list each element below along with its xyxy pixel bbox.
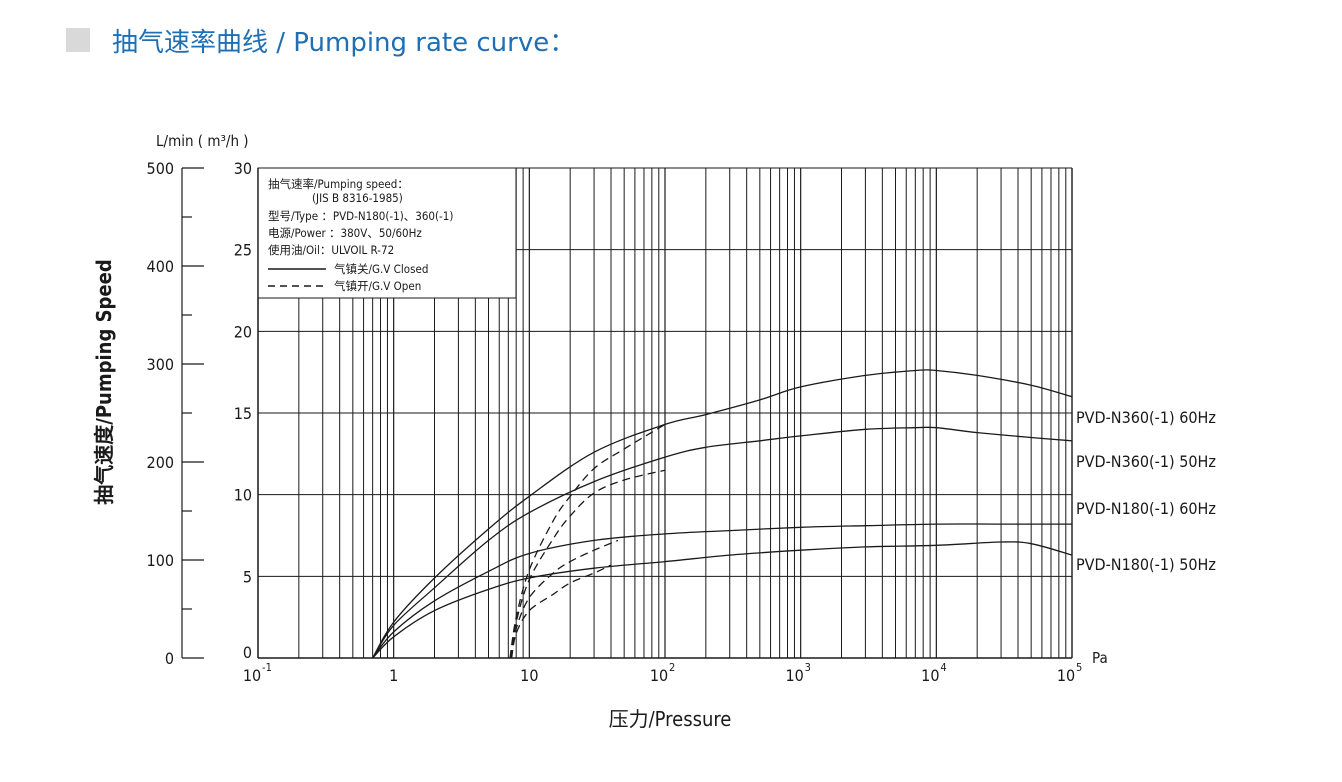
x-tick-base: 10: [921, 666, 939, 685]
legend-line-oil: 使用油/Oil：ULVOIL R-72: [268, 243, 394, 257]
x-tick-exponent: 3: [805, 661, 811, 674]
x-tick-base: 1: [389, 666, 398, 685]
m3h-tick-label: 30: [234, 159, 252, 178]
gas-ballast-open-curve: [510, 469, 666, 659]
x-tick-label: 10 3: [786, 661, 811, 685]
gas-ballast-open-curve: [510, 539, 619, 659]
x-tick-base: 10: [1057, 666, 1075, 685]
y-unit-label: L/min ( m³/h ): [156, 132, 249, 150]
legend-line-type: 型号/Type ：PVD-N180(-1)、360(-1): [268, 209, 453, 223]
x-tick-exponent: -1: [262, 661, 272, 674]
x-tick-label: 1: [389, 666, 398, 685]
m3h-tick-label: 5: [243, 567, 252, 586]
gas-ballast-open-curve: [510, 564, 612, 659]
legend-line-standard: (JIS B 8316-1985): [312, 191, 403, 205]
x-tick-label: 10: [520, 666, 538, 685]
section-title: 抽气速率曲线 / Pumping rate curve：: [112, 27, 576, 58]
x-tick-exponent: 2: [669, 661, 675, 674]
m3h-tick-label: 15: [234, 404, 252, 423]
section-header: 抽气速率曲线 / Pumping rate curve：: [66, 20, 575, 60]
x-tick-exponent: 4: [940, 661, 946, 674]
lmin-tick-label: 400: [147, 257, 174, 276]
x-tick-label: 10 4: [921, 661, 946, 685]
gas-ballast-closed-curve: [372, 426, 1073, 659]
x-tick-base: 10: [650, 666, 668, 685]
legend-box: 抽气速率/Pumping speed： (JIS B 8316-1985) 型号…: [257, 167, 517, 299]
x-tick-base: 10: [786, 666, 804, 685]
x-unit-label: Pa: [1092, 649, 1108, 667]
gas-ballast-closed-curve: [372, 523, 1072, 659]
series-label: PVD-N180(-1) 50Hz: [1076, 555, 1216, 574]
series: [372, 369, 1073, 659]
lmin-tick-label: 500: [147, 159, 174, 178]
y-axis-label: 抽气速度/Pumping Speed: [92, 259, 116, 504]
series-label: PVD-N360(-1) 60Hz: [1076, 408, 1216, 427]
axes: [181, 167, 1073, 659]
x-tick-label: 10 -1: [243, 661, 272, 685]
x-tick-label: 10 2: [650, 661, 675, 685]
gas-ballast-open-curve: [509, 423, 666, 659]
series-label: PVD-N360(-1) 50Hz: [1076, 452, 1216, 471]
m3h-tick-label: 25: [234, 241, 252, 260]
lmin-tick-label: 0: [165, 649, 174, 668]
lmin-tick-label: 300: [147, 355, 174, 374]
m3h-tick-label: 10: [234, 486, 252, 505]
x-tick-base: 10: [520, 666, 538, 685]
legend-closed-label: 气镇关/G.V Closed: [334, 262, 428, 276]
gas-ballast-closed-curve: [372, 369, 1073, 659]
x-axis-label: 压力/Pressure: [609, 707, 732, 731]
m3h-tick-label: 0: [243, 643, 252, 662]
labels: L/min ( m³/h ) 抽气速度/Pumping Speed 压力/Pre…: [92, 132, 1216, 731]
series-label: PVD-N180(-1) 60Hz: [1076, 499, 1216, 518]
legend-open-label: 气镇开/G.V Open: [334, 279, 421, 293]
gas-ballast-closed-curve: [372, 541, 1073, 659]
x-tick-label: 10 5: [1057, 661, 1082, 685]
legend-line-title: 抽气速率/Pumping speed：: [268, 177, 409, 191]
x-tick-exponent: 5: [1076, 661, 1082, 674]
lmin-tick-label: 200: [147, 453, 174, 472]
lmin-tick-label: 100: [147, 551, 174, 570]
header-square-icon: [66, 28, 90, 52]
x-tick-base: 10: [243, 666, 261, 685]
legend-line-power: 电源/Power ：380V、50/60Hz: [268, 226, 422, 240]
m3h-tick-label: 20: [234, 322, 252, 341]
